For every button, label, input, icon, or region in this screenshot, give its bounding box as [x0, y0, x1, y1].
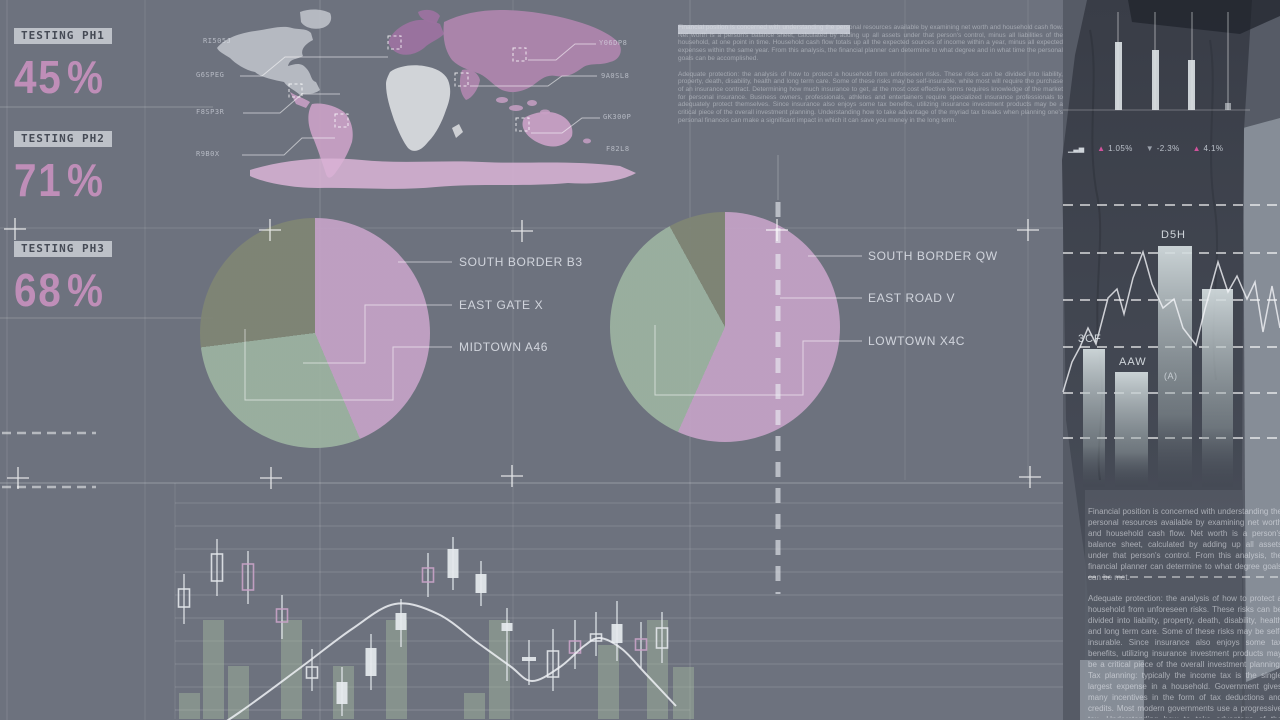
map-callout-lines — [240, 43, 600, 156]
map-central-america — [290, 92, 310, 108]
bottom-paragraph: Financial position is concerned with und… — [1088, 506, 1280, 718]
map-code-right-3: GK300P — [603, 113, 632, 121]
pie-right-label-1: SOUTH BORDER QW — [868, 249, 998, 263]
map-code-left-3: F8SP3R — [196, 108, 225, 116]
map-code-right-4: F82L8 — [606, 145, 630, 153]
pie-left-label-1: SOUTH BORDER B3 — [459, 255, 583, 269]
ticker-item-2: ▼ -2.3% — [1145, 144, 1180, 153]
stat-value-1: 45% — [14, 51, 105, 103]
slab-ticker-row: ▁▃▅ ▲ 1.05% ▼ -2.3% ▲ 4.1% — [1068, 144, 1268, 153]
trend-curve — [226, 602, 677, 720]
ticker-item-3: ▲ 4.1% — [1192, 144, 1224, 153]
map-australia — [522, 111, 573, 147]
triangle-up-icon: ▲ — [1097, 144, 1106, 153]
grid-horizontal-lines — [0, 106, 1080, 719]
map-code-left-1: RI505J — [203, 37, 232, 45]
slab-zigzag — [1062, 249, 1280, 393]
triangle-down-icon: ▼ — [1145, 144, 1154, 153]
highlight-bar — [678, 25, 850, 34]
slab-bars — [1083, 246, 1233, 487]
map-japan — [520, 46, 530, 58]
map-north-america — [217, 26, 320, 95]
map-scandinavia — [418, 9, 440, 24]
top-paragraph-2: Adequate protection: the analysis of how… — [678, 70, 1063, 124]
slab-bar-label-3cf: 3CF — [1078, 333, 1102, 345]
slab-dark-cap — [1128, 0, 1280, 34]
map-code-left-2: G6SPEG — [196, 71, 225, 79]
stat-value-2: 71% — [14, 154, 105, 206]
pie-right-label-2: EAST ROAD V — [868, 291, 956, 305]
map-africa — [386, 65, 451, 151]
slab-bar-annotation: (A) — [1164, 371, 1178, 381]
world-map — [217, 9, 636, 189]
mini-bars-icon: ▁▃▅ — [1068, 145, 1085, 153]
stat-block-2: TESTING PH2 71% — [14, 129, 117, 207]
candlesticks — [177, 537, 669, 716]
map-europe — [388, 19, 444, 55]
map-india — [459, 69, 480, 100]
map-code-right-1: Y06DP8 — [599, 39, 628, 47]
bottom-paragraph-1: Financial position is concerned with und… — [1088, 507, 1280, 582]
map-antarctica — [250, 158, 636, 189]
pie-right-label-3: LOWTOWN X4C — [868, 334, 966, 348]
slab-light-strip — [1243, 118, 1280, 682]
map-target-boxes — [288, 35, 530, 132]
map-greenland — [300, 9, 332, 29]
stat-value-3: 68% — [14, 264, 105, 316]
stat-label-3: TESTING PH3 — [14, 241, 112, 257]
top-paragraph-1: Financial position is concerned with und… — [678, 24, 1063, 62]
stat-label-1: TESTING PH1 — [14, 28, 112, 44]
pie-left-label-3: MIDTOWN A46 — [459, 340, 549, 354]
map-new-zealand — [583, 138, 591, 144]
triangle-up-icon: ▲ — [1192, 144, 1201, 153]
ticker-item-1: ▲ 1.05% — [1097, 144, 1133, 153]
map-code-left-4: R9B0X — [196, 150, 220, 158]
slab-bar-label-aaw: AAW — [1119, 356, 1147, 368]
crosshair-markers — [4, 218, 1041, 489]
slab-drop-bars — [1115, 12, 1231, 110]
pie-chart-right — [610, 212, 840, 442]
pie-chart-left — [200, 218, 430, 448]
map-asia — [443, 10, 621, 93]
pie-left-label-2: EAST GATE X — [459, 298, 544, 312]
stat-block-1: TESTING PH1 45% — [14, 26, 117, 104]
stat-label-2: TESTING PH2 — [14, 131, 112, 147]
pie-callout-lines — [244, 255, 862, 401]
bottom-paragraph-2: Adequate protection: the analysis of how… — [1088, 594, 1280, 718]
stat-block-3: TESTING PH3 68% — [14, 239, 117, 317]
slab-light-block — [1080, 660, 1144, 720]
top-paragraph: Financial position is concerned with und… — [678, 24, 1063, 132]
slab-bar-label-d5h: D5H — [1161, 229, 1187, 241]
map-madagascar — [452, 124, 463, 138]
volume-bars — [179, 620, 694, 719]
map-code-right-2: 9A0SL8 — [601, 72, 630, 80]
